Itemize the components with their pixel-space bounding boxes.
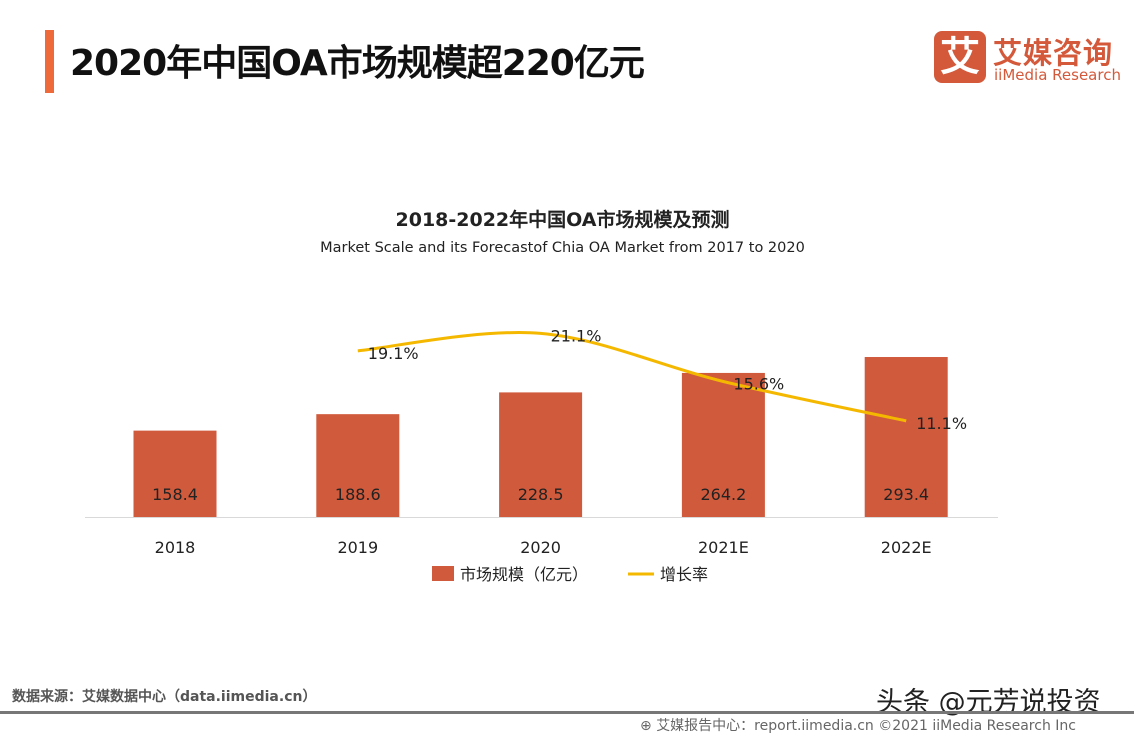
x-tick-label: 2021E (698, 538, 749, 557)
footer-divider (0, 711, 1134, 714)
chart-title: 2018-2022年中国OA市场规模及预测 (395, 209, 730, 231)
bar-value-label: 264.2 (700, 485, 746, 504)
bar-value-label: 293.4 (883, 485, 929, 504)
bar (499, 392, 583, 517)
chart-subtitle: Market Scale and its Forecastof Chia OA … (320, 240, 805, 256)
legend-line-label: 增长率 (660, 565, 708, 584)
legend-bar-label: 市场规模（亿元） (460, 565, 588, 584)
source-note: 数据来源：艾媒数据中心（data.iimedia.cn） (12, 689, 317, 705)
growth-label: 11.1% (916, 414, 967, 433)
legend-bar-swatch (432, 566, 454, 581)
bar (681, 372, 765, 517)
copyright-text: 艾媒报告中心：report.iimedia.cn ©2021 iiMedia R… (656, 718, 1076, 734)
bar-value-label: 228.5 (518, 485, 564, 504)
growth-label: 19.1% (368, 344, 419, 363)
page-title: 2020年中国OA市场规模超220亿元 (70, 43, 645, 84)
x-tick-label: 2022E (881, 538, 932, 557)
logo-icon: 艾 (934, 31, 986, 83)
growth-line (357, 331, 907, 423)
bar (316, 414, 400, 517)
title-accent-bar (45, 30, 54, 93)
x-tick-label: 2019 (337, 538, 378, 557)
copyright: ⊕ 艾媒报告中心：report.iimedia.cn ©2021 iiMedia… (640, 715, 1076, 735)
x-tick-label: 2020 (520, 538, 561, 557)
bar (864, 357, 948, 517)
x-tick-label: 2018 (155, 538, 196, 557)
logo-cn: 艾媒咨询 (993, 36, 1114, 70)
bar-value-label: 188.6 (335, 485, 381, 504)
growth-label: 15.6% (733, 375, 784, 394)
bar-value-label: 158.4 (152, 485, 198, 504)
bar (133, 430, 217, 517)
logo-en: iiMedia Research (994, 66, 1121, 84)
growth-label: 21.1% (551, 326, 602, 345)
globe-icon: ⊕ (640, 718, 657, 734)
